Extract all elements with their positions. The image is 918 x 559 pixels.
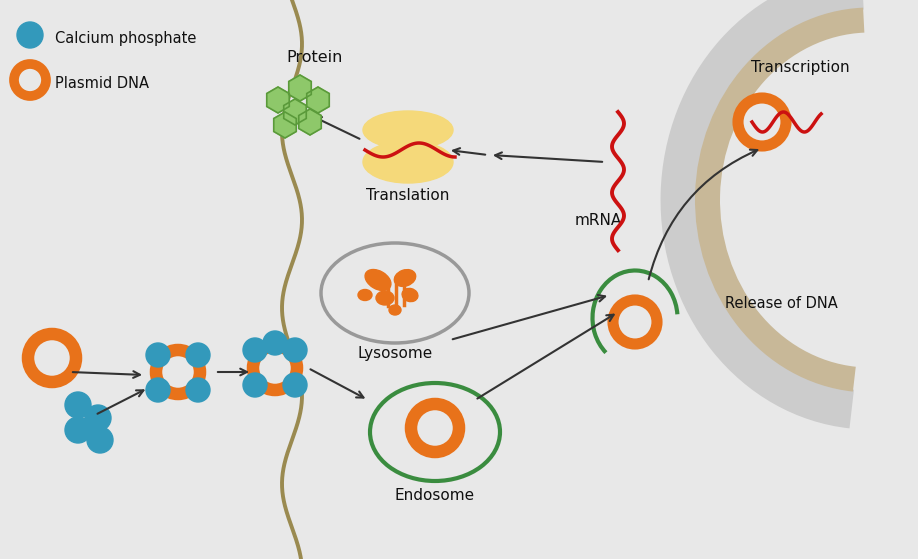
Polygon shape [284, 99, 307, 125]
Text: Translation: Translation [366, 188, 450, 203]
Polygon shape [289, 75, 311, 101]
Ellipse shape [389, 305, 401, 315]
Ellipse shape [365, 269, 391, 291]
Circle shape [263, 331, 287, 355]
Polygon shape [298, 109, 321, 135]
Circle shape [17, 22, 43, 48]
Circle shape [146, 378, 170, 402]
Circle shape [87, 427, 113, 453]
Ellipse shape [358, 290, 372, 301]
Ellipse shape [376, 291, 394, 305]
Text: Lysosome: Lysosome [357, 346, 432, 361]
Circle shape [65, 392, 91, 418]
Ellipse shape [363, 111, 453, 149]
Ellipse shape [363, 141, 453, 183]
Circle shape [283, 338, 307, 362]
Circle shape [146, 343, 170, 367]
Circle shape [243, 338, 267, 362]
Text: Plasmid DNA: Plasmid DNA [55, 75, 149, 91]
Text: mRNA: mRNA [575, 213, 621, 228]
Circle shape [243, 373, 267, 397]
Polygon shape [274, 112, 297, 138]
Circle shape [186, 343, 210, 367]
Circle shape [186, 378, 210, 402]
Text: Release of DNA: Release of DNA [725, 296, 838, 311]
Ellipse shape [395, 269, 416, 286]
Ellipse shape [402, 288, 418, 302]
Circle shape [65, 417, 91, 443]
Polygon shape [307, 87, 330, 113]
Polygon shape [267, 87, 289, 113]
Circle shape [283, 373, 307, 397]
Text: Endosome: Endosome [395, 488, 475, 503]
Text: Transcription: Transcription [751, 60, 849, 75]
Circle shape [85, 405, 111, 431]
Text: Protein: Protein [286, 50, 343, 65]
Text: Calcium phosphate: Calcium phosphate [55, 31, 196, 45]
